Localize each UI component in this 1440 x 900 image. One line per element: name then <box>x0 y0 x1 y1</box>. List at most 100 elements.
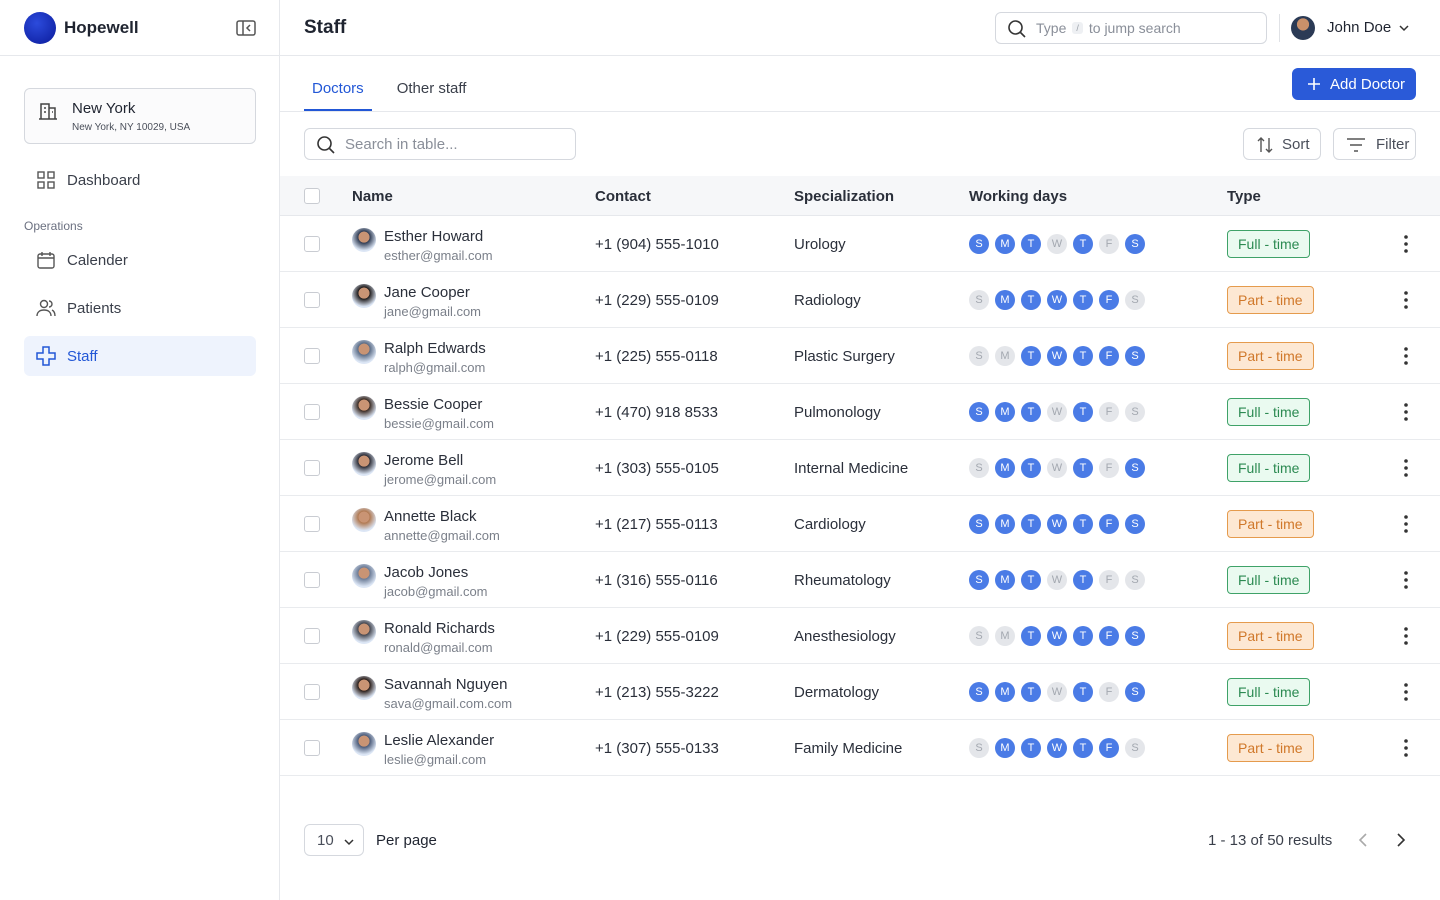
working-day: T <box>1021 290 1041 310</box>
doctor-name: Annette Black <box>384 508 477 525</box>
location-address: New York, NY 10029, USA <box>72 122 191 133</box>
contact: +1 (229) 555-0109 <box>595 292 719 309</box>
working-day: S <box>1125 682 1145 702</box>
row-checkbox[interactable] <box>304 516 320 532</box>
collapse-icon[interactable] <box>236 19 256 37</box>
table-row: Esther Howard esther@gmail.com +1 (904) 55… <box>280 216 1440 272</box>
row-menu[interactable] <box>1402 346 1410 366</box>
row-checkbox[interactable] <box>304 292 320 308</box>
nav-item[interactable]: Dashboard <box>24 160 256 200</box>
working-day: W <box>1047 514 1067 534</box>
avatar <box>352 396 376 420</box>
row-checkbox[interactable] <box>304 236 320 252</box>
sort-button[interactable]: Sort <box>1243 128 1321 160</box>
contact: +1 (303) 555-0105 <box>595 460 719 477</box>
contact: +1 (213) 555-3222 <box>595 684 719 701</box>
row-checkbox[interactable] <box>304 404 320 420</box>
nav-item[interactable]: Calender <box>24 240 256 280</box>
prev-page[interactable] <box>1356 832 1370 848</box>
working-day: W <box>1047 738 1067 758</box>
row-menu[interactable] <box>1402 234 1410 254</box>
nav-label: Calender <box>67 251 128 269</box>
location-card[interactable]: New York New York, NY 10029, USA <box>24 88 256 144</box>
table-row: Annette Black annette@gmail.com +1 (217) 5… <box>280 496 1440 552</box>
column-header: Specialization <box>794 188 895 205</box>
row-menu[interactable] <box>1402 738 1410 758</box>
type-badge: Part - time <box>1227 342 1314 370</box>
working-day: F <box>1099 234 1119 254</box>
contact: +1 (470) 918 8533 <box>595 404 719 421</box>
type-badge: Full - time <box>1227 230 1311 258</box>
doctor-name: Esther Howard <box>384 228 484 245</box>
search-icon <box>1008 20 1026 38</box>
row-checkbox[interactable] <box>304 460 320 476</box>
working-day: S <box>1125 346 1145 366</box>
working-day: S <box>1125 290 1145 310</box>
working-day: W <box>1047 402 1067 422</box>
user-avatar[interactable] <box>1291 16 1315 40</box>
row-checkbox[interactable] <box>304 572 320 588</box>
working-day: W <box>1047 682 1067 702</box>
table-row: Ralph Edwards ralph@gmail.com +1 (225) 555… <box>280 328 1440 384</box>
table-header <box>280 176 1440 216</box>
working-day: S <box>1125 738 1145 758</box>
contact: +1 (229) 555-0109 <box>595 628 719 645</box>
working-day: T <box>1073 290 1093 310</box>
type-badge: Full - time <box>1227 566 1311 594</box>
per-page-select[interactable]: 10 <box>304 824 364 856</box>
working-day: T <box>1021 738 1041 758</box>
nav-item[interactable]: Staff <box>24 336 256 376</box>
nav-item[interactable]: Patients <box>24 288 256 328</box>
row-menu[interactable] <box>1402 402 1410 422</box>
row-checkbox[interactable] <box>304 628 320 644</box>
type-badge: Part - time <box>1227 622 1314 650</box>
column-header: Contact <box>595 188 651 205</box>
doctor-email: esther@gmail.com <box>384 248 493 263</box>
next-page[interactable] <box>1394 832 1408 848</box>
search-icon <box>317 136 335 154</box>
working-day: S <box>969 458 989 478</box>
add-doctor-button[interactable]: Add Doctor <box>1292 68 1416 100</box>
doctor-email: leslie@gmail.com <box>384 752 487 767</box>
row-menu[interactable] <box>1402 290 1410 310</box>
column-header: Name <box>352 188 393 205</box>
filter-button[interactable]: Filter <box>1333 128 1416 160</box>
working-day: T <box>1073 570 1093 590</box>
table-row: Jane Cooper jane@gmail.com +1 (229) 555-01… <box>280 272 1440 328</box>
working-day: S <box>1125 458 1145 478</box>
working-day: M <box>995 402 1015 422</box>
type-badge: Part - time <box>1227 510 1314 538</box>
row-menu[interactable] <box>1402 682 1410 702</box>
tab[interactable]: Doctors <box>312 80 364 97</box>
avatar <box>352 564 376 588</box>
row-menu[interactable] <box>1402 570 1410 590</box>
table-search[interactable]: Search in table... <box>304 128 576 160</box>
nav-label: Staff <box>67 347 98 365</box>
working-day: S <box>969 234 989 254</box>
doctor-name: Bessie Cooper <box>384 396 483 413</box>
working-day: T <box>1073 738 1093 758</box>
type-badge: Part - time <box>1227 286 1314 314</box>
working-day: T <box>1073 346 1093 366</box>
sidebar: Hopewell New York New York, NY 10029, US… <box>0 0 280 900</box>
doctor-email: annette@gmail.com <box>384 528 500 543</box>
row-checkbox[interactable] <box>304 740 320 756</box>
select-all-checkbox[interactable] <box>304 188 320 204</box>
row-menu[interactable] <box>1402 514 1410 534</box>
working-day: S <box>1125 514 1145 534</box>
row-checkbox[interactable] <box>304 684 320 700</box>
contact: +1 (225) 555-0118 <box>595 348 718 365</box>
working-day: S <box>969 514 989 534</box>
tab[interactable]: Other staff <box>396 80 467 97</box>
working-day: T <box>1073 402 1093 422</box>
per-page-label: Per page <box>376 832 437 849</box>
working-day: T <box>1021 402 1041 422</box>
user-name[interactable]: John Doe <box>1327 19 1392 36</box>
specialization: Radiology <box>794 292 861 309</box>
avatar <box>352 620 376 644</box>
chevron-down[interactable] <box>1398 23 1410 33</box>
row-menu[interactable] <box>1402 458 1410 478</box>
row-menu[interactable] <box>1402 626 1410 646</box>
global-search[interactable]: Type / to jump search <box>995 12 1267 44</box>
row-checkbox[interactable] <box>304 348 320 364</box>
